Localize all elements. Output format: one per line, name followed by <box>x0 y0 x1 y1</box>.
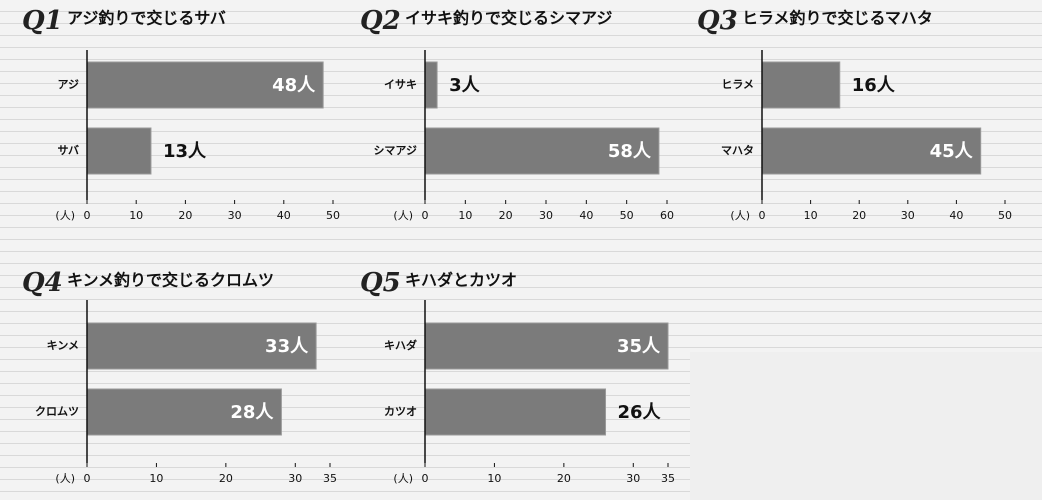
x-tick-label: 0 <box>759 209 766 222</box>
value-label: 3人 <box>449 75 481 96</box>
bar <box>424 322 669 370</box>
x-tick-label: 40 <box>277 209 291 222</box>
value-label: 48人 <box>272 75 316 96</box>
value-label: 35人 <box>617 336 661 357</box>
category-label: カツオ <box>384 405 417 418</box>
value-label: 16人 <box>852 75 896 96</box>
value-label: 13人 <box>163 141 207 162</box>
x-tick-label: 10 <box>804 209 818 222</box>
panel-number: Q4 <box>22 268 63 298</box>
category-label: イサキ <box>384 78 417 91</box>
x-tick-label: 30 <box>626 472 640 485</box>
category-label: キンメ <box>47 339 79 352</box>
x-tick-label: 20 <box>219 472 233 485</box>
category-label: クロムツ <box>35 405 79 418</box>
x-tick-label: 0 <box>422 472 429 485</box>
x-tick-label: 20 <box>178 209 192 222</box>
category-label: マハタ <box>721 144 754 157</box>
value-label: 58人 <box>608 141 652 162</box>
x-tick-label: 10 <box>129 209 143 222</box>
x-tick-label: 50 <box>998 209 1012 222</box>
x-tick-label: 10 <box>487 472 501 485</box>
x-tick-label: 40 <box>579 209 593 222</box>
category-label: サバ <box>57 144 79 157</box>
panel-number: Q1 <box>22 6 63 36</box>
x-tick-label: 20 <box>499 209 513 222</box>
value-label: 33人 <box>265 336 309 357</box>
value-label: 45人 <box>930 141 974 162</box>
axis-unit: (人) <box>393 472 413 485</box>
panel-title: キンメ釣りで交じるクロムツ <box>67 271 274 290</box>
x-tick-label: 30 <box>901 209 915 222</box>
panel-number: Q5 <box>360 268 401 298</box>
category-label: シマアジ <box>373 144 417 157</box>
panel-title: イサキ釣りで交じるシマアジ <box>405 9 612 28</box>
category-label: ヒラメ <box>721 78 754 91</box>
value-label: 26人 <box>618 402 662 423</box>
x-tick-label: 35 <box>661 472 675 485</box>
x-tick-label: 30 <box>288 472 302 485</box>
category-label: アジ <box>57 78 79 91</box>
panel-number: Q2 <box>360 6 401 36</box>
bar <box>86 61 324 109</box>
x-tick-label: 0 <box>84 209 91 222</box>
bar <box>86 388 282 436</box>
axis-unit: (人) <box>55 472 75 485</box>
value-label: 28人 <box>230 402 274 423</box>
axis-unit: (人) <box>730 209 750 222</box>
blank-area <box>690 352 1042 500</box>
x-tick-label: 20 <box>852 209 866 222</box>
x-tick-label: 20 <box>557 472 571 485</box>
panel-title: アジ釣りで交じるサバ <box>67 9 226 28</box>
x-tick-label: 35 <box>323 472 337 485</box>
bar <box>424 388 607 436</box>
x-tick-label: 0 <box>422 209 429 222</box>
panel-title: ヒラメ釣りで交じるマハタ <box>742 9 933 28</box>
x-tick-label: 40 <box>949 209 963 222</box>
bar <box>86 322 317 370</box>
axis-unit: (人) <box>393 209 413 222</box>
x-tick-label: 30 <box>539 209 553 222</box>
x-tick-label: 0 <box>84 472 91 485</box>
x-tick-label: 50 <box>326 209 340 222</box>
x-tick-label: 60 <box>660 209 674 222</box>
x-tick-label: 30 <box>228 209 242 222</box>
bar <box>761 61 841 109</box>
bar <box>86 127 152 175</box>
bar <box>424 127 660 175</box>
x-tick-label: 10 <box>149 472 163 485</box>
axis-unit: (人) <box>55 209 75 222</box>
bar <box>761 127 982 175</box>
x-tick-label: 10 <box>458 209 472 222</box>
x-tick-label: 50 <box>620 209 634 222</box>
bar <box>424 61 438 109</box>
category-label: キハダ <box>384 338 417 352</box>
panel-title: キハダとカツオ <box>405 271 517 290</box>
panel-number: Q3 <box>697 6 738 36</box>
